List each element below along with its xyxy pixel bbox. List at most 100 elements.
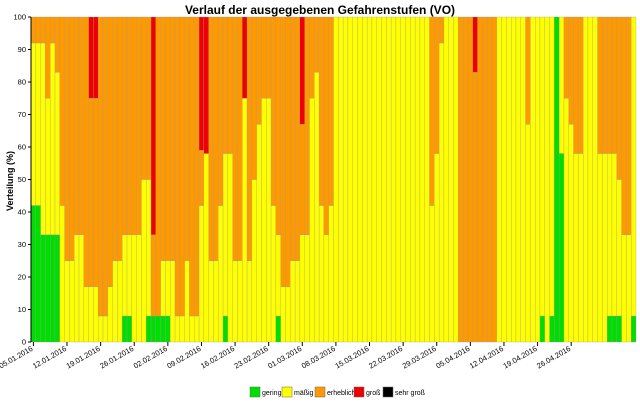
y-tick-label: 0: [22, 338, 26, 347]
bar-segment-mäßig: [602, 153, 608, 343]
bar-segment-erheblich: [304, 16, 310, 235]
y-tick-label: 30: [18, 240, 26, 249]
bar-segment-mäßig: [347, 16, 353, 343]
bar-segment-mäßig: [434, 153, 440, 343]
bar-segment-groß: [242, 16, 248, 99]
bar-segment-mäßig: [218, 205, 224, 343]
bar-segment-mäßig: [314, 72, 320, 343]
bar-segment-mäßig: [242, 98, 248, 343]
bar-segment-mäßig: [506, 16, 512, 343]
bar-segment-erheblich: [434, 16, 440, 154]
bar-segment-mäßig: [184, 260, 190, 343]
bar-segment-erheblich: [69, 16, 75, 261]
bar-segment-erheblich: [107, 16, 113, 287]
bar-segment-erheblich: [74, 16, 80, 235]
bar-segment-erheblich: [568, 16, 574, 125]
bar-segment-mäßig: [146, 179, 152, 317]
bar-segment-mäßig: [179, 315, 185, 343]
bar-segment-mäßig: [194, 315, 200, 343]
x-tick-label: 23.02.2016: [233, 344, 270, 371]
bar-segment-mäßig: [294, 260, 301, 343]
bar-segment-mäßig: [222, 153, 229, 317]
y-axis-label: Verteilung (%): [5, 151, 15, 211]
bar-segment-erheblich: [35, 16, 41, 44]
bar-segment-mäßig: [54, 72, 60, 235]
bar-segment-mäßig: [30, 42, 36, 206]
bar-segment-erheblich: [299, 124, 305, 235]
bar-segment-erheblich: [98, 16, 104, 317]
bar-segment-erheblich: [280, 16, 286, 287]
bar-segment-erheblich: [117, 16, 123, 261]
bar-segment-mäßig: [530, 16, 536, 343]
bar-segment-erheblich: [482, 16, 488, 343]
bar-segment-mäßig: [568, 124, 574, 343]
bar-segment-mäßig: [328, 205, 334, 343]
bar-segment-mäßig: [232, 260, 238, 343]
bar-segment-mäßig: [501, 16, 507, 343]
bar-segment-groß: [203, 16, 209, 154]
bar-segment-erheblich: [198, 150, 205, 206]
bar-segment-gering: [611, 315, 617, 343]
x-tick-label: 26.01.2016: [98, 344, 135, 371]
bar-segment-mäßig: [616, 179, 622, 317]
bar-segment-groß: [198, 16, 205, 151]
bar-segment-erheblich: [165, 16, 171, 261]
bar-segment-mäßig: [318, 205, 325, 343]
bar-segment-mäßig: [165, 260, 171, 317]
bar-segment-mäßig: [122, 234, 128, 317]
bar-segment-mäßig: [290, 260, 296, 343]
y-tick-label: 50: [18, 175, 26, 184]
bar-segment-mäßig: [520, 16, 526, 343]
bar-segment-gering: [50, 234, 56, 343]
bar-segment-gering: [554, 16, 560, 343]
bar-segment-erheblich: [232, 16, 238, 261]
bar-segment-mäßig: [160, 260, 166, 317]
bar-segment-gering: [160, 315, 166, 343]
x-tick-label: 08.03.2016: [300, 344, 337, 371]
bar-segment-erheblich: [621, 16, 627, 235]
bar-segment-groß: [299, 16, 305, 125]
bar-segment-mäßig: [309, 98, 315, 343]
x-tick-label: 05.01.2016: [0, 344, 34, 371]
bar-segment-gering: [275, 315, 281, 343]
bar-segment-mäßig: [237, 260, 243, 343]
y-tick-label: 90: [18, 45, 26, 54]
bar-segment-mäßig: [261, 98, 267, 343]
bar-segment-mäßig: [256, 124, 262, 343]
y-tick-label: 20: [18, 273, 26, 282]
legend-swatch-erheblich: [314, 386, 326, 398]
bar-segment-erheblich: [78, 16, 84, 235]
bar-segment-gering: [35, 205, 41, 343]
bar-segment-erheblich: [184, 16, 190, 261]
bar-segment-mäßig: [98, 315, 104, 343]
bar-segment-erheblich: [45, 16, 51, 99]
bar-segment-mäßig: [597, 153, 603, 343]
legend: gering mäßig erheblich groß sehr groß: [249, 386, 425, 398]
bar-segment-mäßig: [280, 286, 286, 343]
bar-segment-mäßig: [515, 16, 521, 343]
bar-segment-mäßig: [323, 234, 329, 343]
bar-segment-mäßig: [69, 260, 75, 343]
bar-segment-erheblich: [40, 16, 46, 44]
bar-segment-erheblich: [477, 16, 483, 343]
bar-segment-erheblich: [88, 98, 94, 287]
bar-segment-mäßig: [131, 234, 137, 343]
bar-segment-erheblich: [616, 16, 622, 180]
bar-segment-mäßig: [203, 153, 209, 343]
legend-label: erheblich: [327, 390, 356, 397]
bar-segment-erheblich: [261, 16, 267, 99]
bar-segment-mäßig: [357, 16, 363, 343]
bar-segment-gering: [549, 315, 555, 343]
bar-segment-mäßig: [266, 98, 272, 343]
legend-label: groß: [366, 390, 380, 397]
bar-segment-erheblich: [30, 16, 36, 44]
bar-segment-gering: [146, 315, 152, 343]
bar-segment-mäßig: [227, 153, 233, 343]
bar-segment-mäßig: [578, 153, 584, 343]
bar-segment-erheblich: [486, 16, 493, 343]
bar-segment-erheblich: [462, 16, 469, 343]
bar-segment-erheblich: [607, 16, 613, 154]
bar-segment-mäßig: [64, 260, 70, 343]
bar-segment-mäßig: [174, 315, 181, 343]
bar-segment-mäßig: [573, 153, 579, 343]
